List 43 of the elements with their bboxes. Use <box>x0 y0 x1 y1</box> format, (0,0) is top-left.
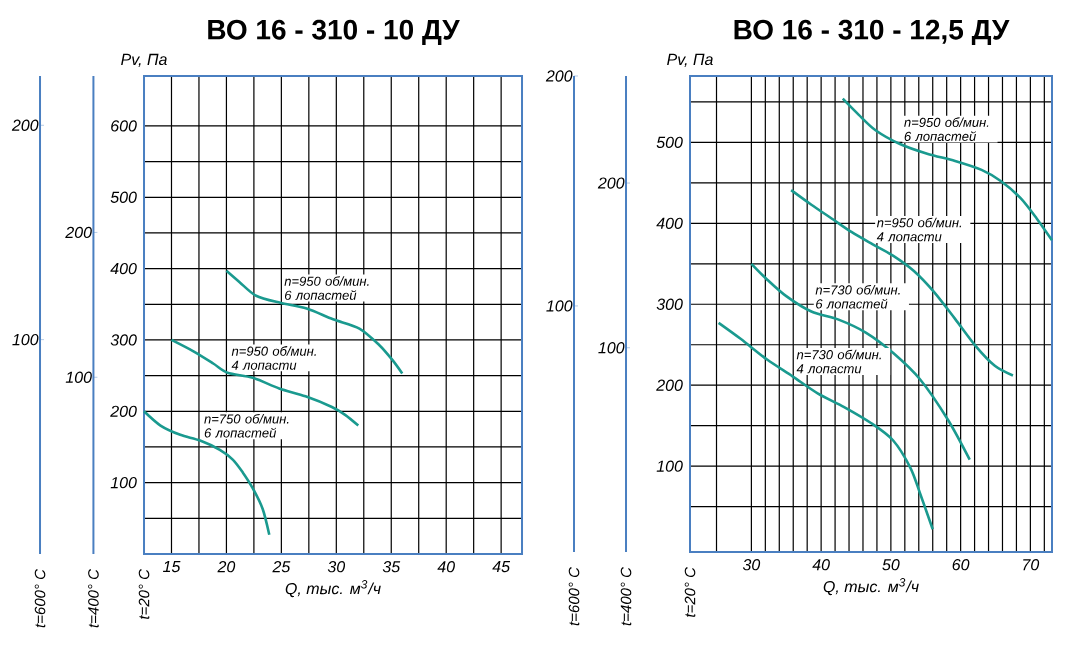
y2-tick-label: 200 <box>597 177 625 189</box>
y3-tick-label: 100 <box>546 300 573 312</box>
y-tick-label: 500 <box>110 191 137 203</box>
x-tick-label: 25 <box>272 561 291 573</box>
y-tick-label: 200 <box>656 379 683 391</box>
x-tick-label: 40 <box>812 559 830 571</box>
y3-tick-label: 200 <box>65 226 92 239</box>
y2-tick-label: 200 <box>11 119 39 131</box>
x-axis-title: Q, тыс. м$^{3}$/ч <box>823 578 919 596</box>
y3-tick-label: 100 <box>65 371 92 383</box>
y-tick-label: 600 <box>111 120 137 132</box>
line-series <box>841 97 1054 242</box>
x-tick-label: 70 <box>1023 559 1040 571</box>
x-tick-label: 15 <box>163 561 181 573</box>
y-tick-label: 400 <box>656 217 683 229</box>
x-tick-label: 60 <box>952 559 970 571</box>
y-tick-label: 300 <box>656 298 683 310</box>
line-series <box>170 338 360 427</box>
x-tick-label: 50 <box>882 559 900 571</box>
y-axis-title: Pv, Па <box>121 53 167 67</box>
y-tick-label: 200 <box>110 405 137 417</box>
line-series <box>750 262 971 461</box>
y-tick-label: 500 <box>656 136 683 149</box>
y-axis-title: Pv, Па <box>667 53 713 67</box>
y-tick-label: 400 <box>110 262 137 275</box>
y-tick-label: 100 <box>110 476 137 489</box>
y3-tick-label: 200 <box>545 70 573 82</box>
y2-tick-label: 100 <box>12 333 39 346</box>
line-series <box>717 321 935 531</box>
y-tick-label: 100 <box>656 460 683 472</box>
x-tick-label: 30 <box>327 561 346 573</box>
x-tick-label: 35 <box>382 561 401 573</box>
y2-tick-label: 100 <box>598 342 625 354</box>
x-axis-title: Q, тыс. м$^{3}$/ч <box>285 580 381 598</box>
line-series <box>789 188 1015 377</box>
line-series <box>225 269 404 375</box>
x-tick-label: 20 <box>217 561 236 573</box>
chart-title: ВО 16 - 310 - 12,5 ДУ <box>734 19 1010 45</box>
chart-title: ВО 16 - 310 - 10 ДУ <box>208 19 460 45</box>
x-tick-label: 40 <box>437 561 455 573</box>
x-tick-label: 45 <box>492 561 511 573</box>
x-tick-label: 30 <box>742 559 761 571</box>
y-tick-label: 300 <box>110 334 137 346</box>
